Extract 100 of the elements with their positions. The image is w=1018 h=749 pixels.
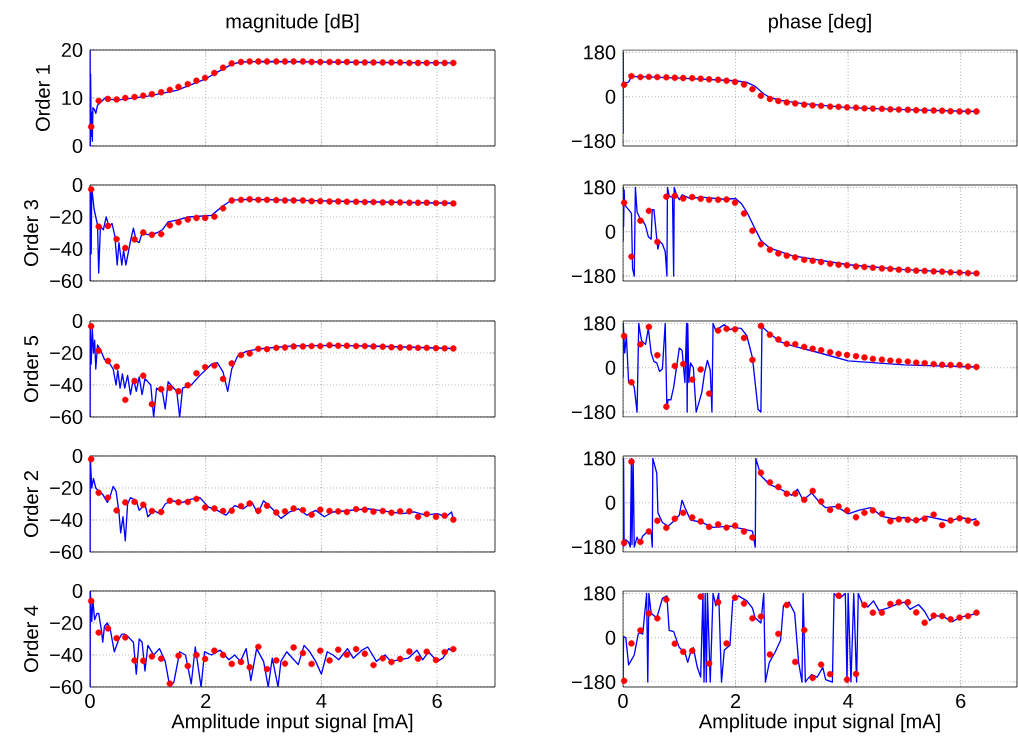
point [956,108,963,115]
point [869,609,877,616]
point [352,198,360,205]
point [956,515,963,522]
point [140,92,147,99]
point [904,358,912,365]
y-tick-label: 180 [584,180,616,195]
point [184,216,191,223]
point [930,511,937,518]
y-axis-title: Order 4 [23,605,39,672]
x-tick-label: 2 [201,693,211,708]
point [352,59,360,66]
point [299,58,307,65]
point [973,270,980,277]
point [809,345,816,352]
point [904,266,912,274]
point [869,355,877,363]
point [219,651,227,659]
point [140,657,147,664]
point [921,619,928,626]
point [326,657,333,664]
point [414,199,422,206]
point [775,97,782,105]
point [671,362,678,370]
point [290,505,297,512]
point [432,199,440,207]
point [317,342,324,350]
point [749,85,756,93]
chart-title: magnitude [dB] [226,13,359,33]
point [343,58,351,66]
point [140,229,147,236]
y-tick-label: 0 [72,448,83,464]
point [783,490,790,497]
point [308,660,315,668]
point [843,507,851,514]
y-tick-label: −180 [572,268,616,284]
point [895,266,902,273]
point [887,600,894,608]
point [731,199,739,206]
point [166,86,174,94]
y-tick-label: 0 [605,224,616,239]
point [628,458,635,465]
point [104,494,112,501]
point [671,640,678,647]
point [620,81,628,88]
point [273,657,280,664]
y-tick-label: −60 [50,679,83,695]
point [450,516,457,523]
point [175,652,182,659]
point [255,58,262,65]
point [122,634,129,641]
point [211,362,218,369]
point [450,59,457,67]
point [299,343,307,350]
point [913,359,920,366]
point [201,363,209,371]
y-axis-title: Order 3 [23,199,39,266]
x-tick-label: 6 [956,693,966,709]
point [930,360,937,368]
point [87,186,95,193]
point [148,507,156,515]
y-tick-label: −20 [50,615,83,631]
point [87,323,95,330]
point [326,198,333,205]
point [930,612,937,619]
point [852,352,860,360]
point [680,74,687,82]
y-tick-label: −20 [50,209,83,225]
y-tick-label: 0 [605,89,616,104]
point [423,344,430,352]
point [308,511,315,518]
point [826,260,834,267]
point [361,59,369,66]
point [237,58,245,66]
point [628,72,635,80]
point [938,268,946,275]
point [775,483,782,491]
point [843,351,851,359]
point [201,214,209,222]
point [317,647,324,654]
point [122,499,129,506]
point [697,195,704,202]
point [852,263,860,270]
point [406,199,413,206]
point [878,609,886,616]
point [406,508,413,515]
point [432,656,440,664]
point [255,345,262,353]
point [801,343,808,351]
point [843,262,851,269]
point [450,345,457,352]
point [166,384,174,392]
point [122,94,129,102]
point [370,343,377,350]
y-tick-label: −180 [572,674,616,690]
point [281,197,289,204]
point [757,92,765,99]
point [809,487,816,495]
y-tick-label: 0 [72,177,83,193]
point [835,503,842,510]
